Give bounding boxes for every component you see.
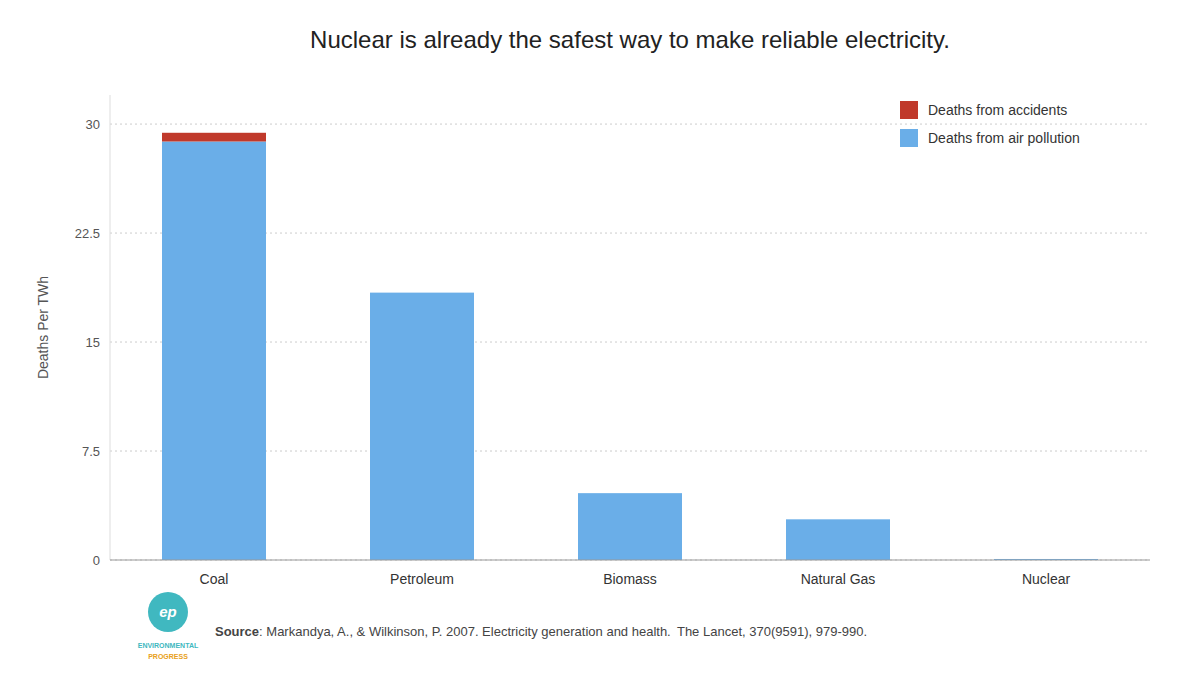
bar [994,558,1098,559]
bar [162,133,266,142]
y-tick-label: 0 [93,553,100,568]
bar [786,519,890,560]
y-axis-label: Deaths Per TWh [35,276,51,379]
source-text: : Markandya, A., & Wilkinson, P. 2007. E… [259,624,867,639]
bar [162,142,266,561]
bar [370,293,474,560]
bars [162,133,1098,560]
x-tick-label: Coal [200,571,229,587]
grid-line [110,560,1150,561]
y-tick-label: 7.5 [82,444,100,459]
logo: ep ENVIRONMENTAL PROGRESS [138,592,199,660]
legend-swatch [900,101,918,119]
grid-line [110,124,1150,125]
y-tick-label: 30 [86,117,100,132]
x-tick-label: Petroleum [390,571,454,587]
source-bold: Source [215,624,259,639]
bar [786,519,890,520]
logo-text: PROGRESS [148,653,188,660]
y-tick-label: 22.5 [75,226,100,241]
y-axis: 0 7.5 15 22.5 30 [75,117,1150,568]
x-axis-line [110,560,1150,561]
bar [578,493,682,494]
legend: Deaths from accidents Deaths from air pol… [900,101,1080,147]
legend-swatch [900,129,918,147]
title: Nuclear is already the safest way to mak… [310,26,950,53]
logo-text: ENVIRONMENTAL [138,642,199,649]
legend-label: Deaths from accidents [928,102,1067,118]
y-axis-line [110,95,111,560]
x-tick-label: Natural Gas [801,571,876,587]
bar [370,292,474,293]
y-tick-label: 15 [86,335,100,350]
legend-label: Deaths from air pollution [928,130,1080,146]
x-tick-label: Nuclear [1022,571,1071,587]
x-tick-label: Biomass [603,571,657,587]
logo-text: ep [159,603,177,620]
source: Source: Markandya, A., & Wilkinson, P. 2… [215,624,867,639]
chart-container: Nuclear is already the safest way to mak… [0,0,1200,675]
bar [578,493,682,560]
chart-svg: Nuclear is already the safest way to mak… [0,0,1200,675]
logo-circle [148,592,188,632]
